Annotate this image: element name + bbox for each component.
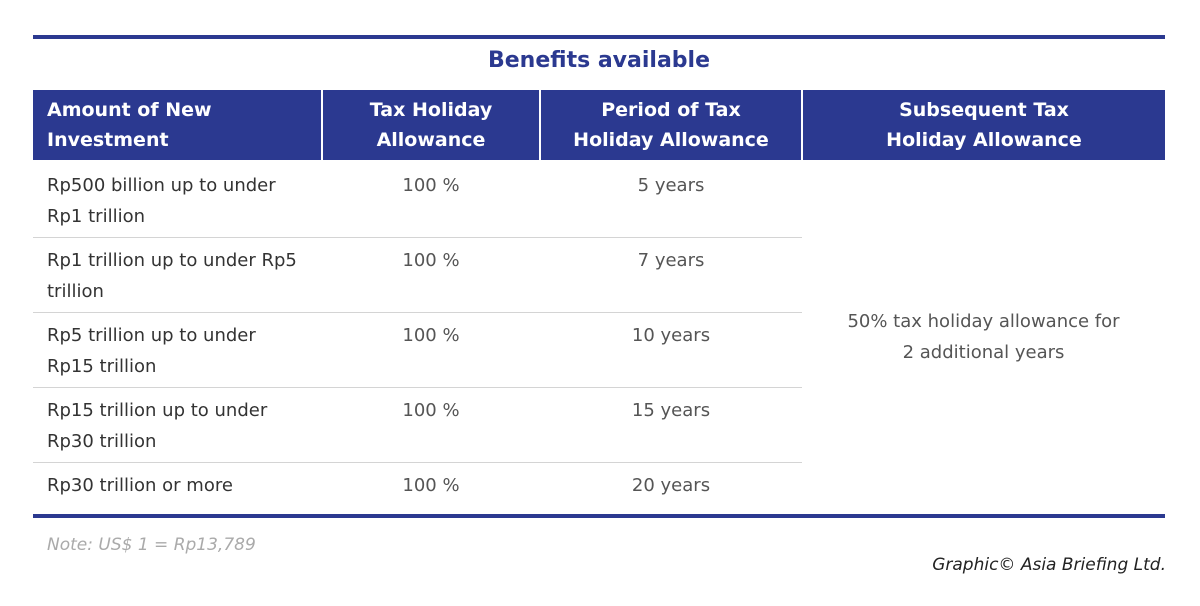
table-title: Benefits available	[487, 48, 711, 73]
note: Note: US$ 1 = Rp13,789	[47, 535, 256, 555]
row-separator	[33, 462, 802, 463]
table-cell: 100 %	[402, 325, 460, 346]
table-cell: Rp1 trillion up to under Rp5 trillion	[47, 250, 297, 302]
row-separator	[33, 312, 802, 313]
column-header: Amount of New Investment	[33, 90, 321, 160]
table-cell: 100 %	[402, 175, 460, 196]
table-cell: Rp500 billion up to under Rp1 trillion	[47, 175, 276, 227]
table-cell: Rp5 trillion up to under Rp15 trillion	[47, 325, 256, 377]
table-cell: 100 %	[402, 475, 460, 496]
table-cell: 15 years	[631, 400, 711, 421]
top-rule	[33, 35, 1165, 39]
column-header: Period of Tax Holiday Allowance	[541, 90, 801, 160]
table-cell: 20 years	[631, 475, 711, 496]
table-cell: 5 years	[637, 175, 705, 196]
table-cell: 100 %	[402, 250, 460, 271]
merged-cell: 50% tax holiday allowance for 2 addition…	[847, 311, 1120, 363]
table-cell: Rp30 trillion or more	[47, 475, 233, 496]
bottom-rule	[33, 514, 1165, 518]
column-header: Subsequent Tax Holiday Allowance	[803, 90, 1165, 160]
table-cell: 7 years	[637, 250, 705, 271]
credit: Graphic© Asia Briefing Ltd.	[932, 555, 1166, 575]
table-cell: 100 %	[402, 400, 460, 421]
table-cell: 10 years	[631, 325, 711, 346]
row-separator	[33, 237, 802, 238]
column-header: Tax Holiday Allowance	[323, 90, 539, 160]
row-separator	[33, 387, 802, 388]
table-cell: Rp15 trillion up to under Rp30 trillion	[47, 400, 268, 452]
